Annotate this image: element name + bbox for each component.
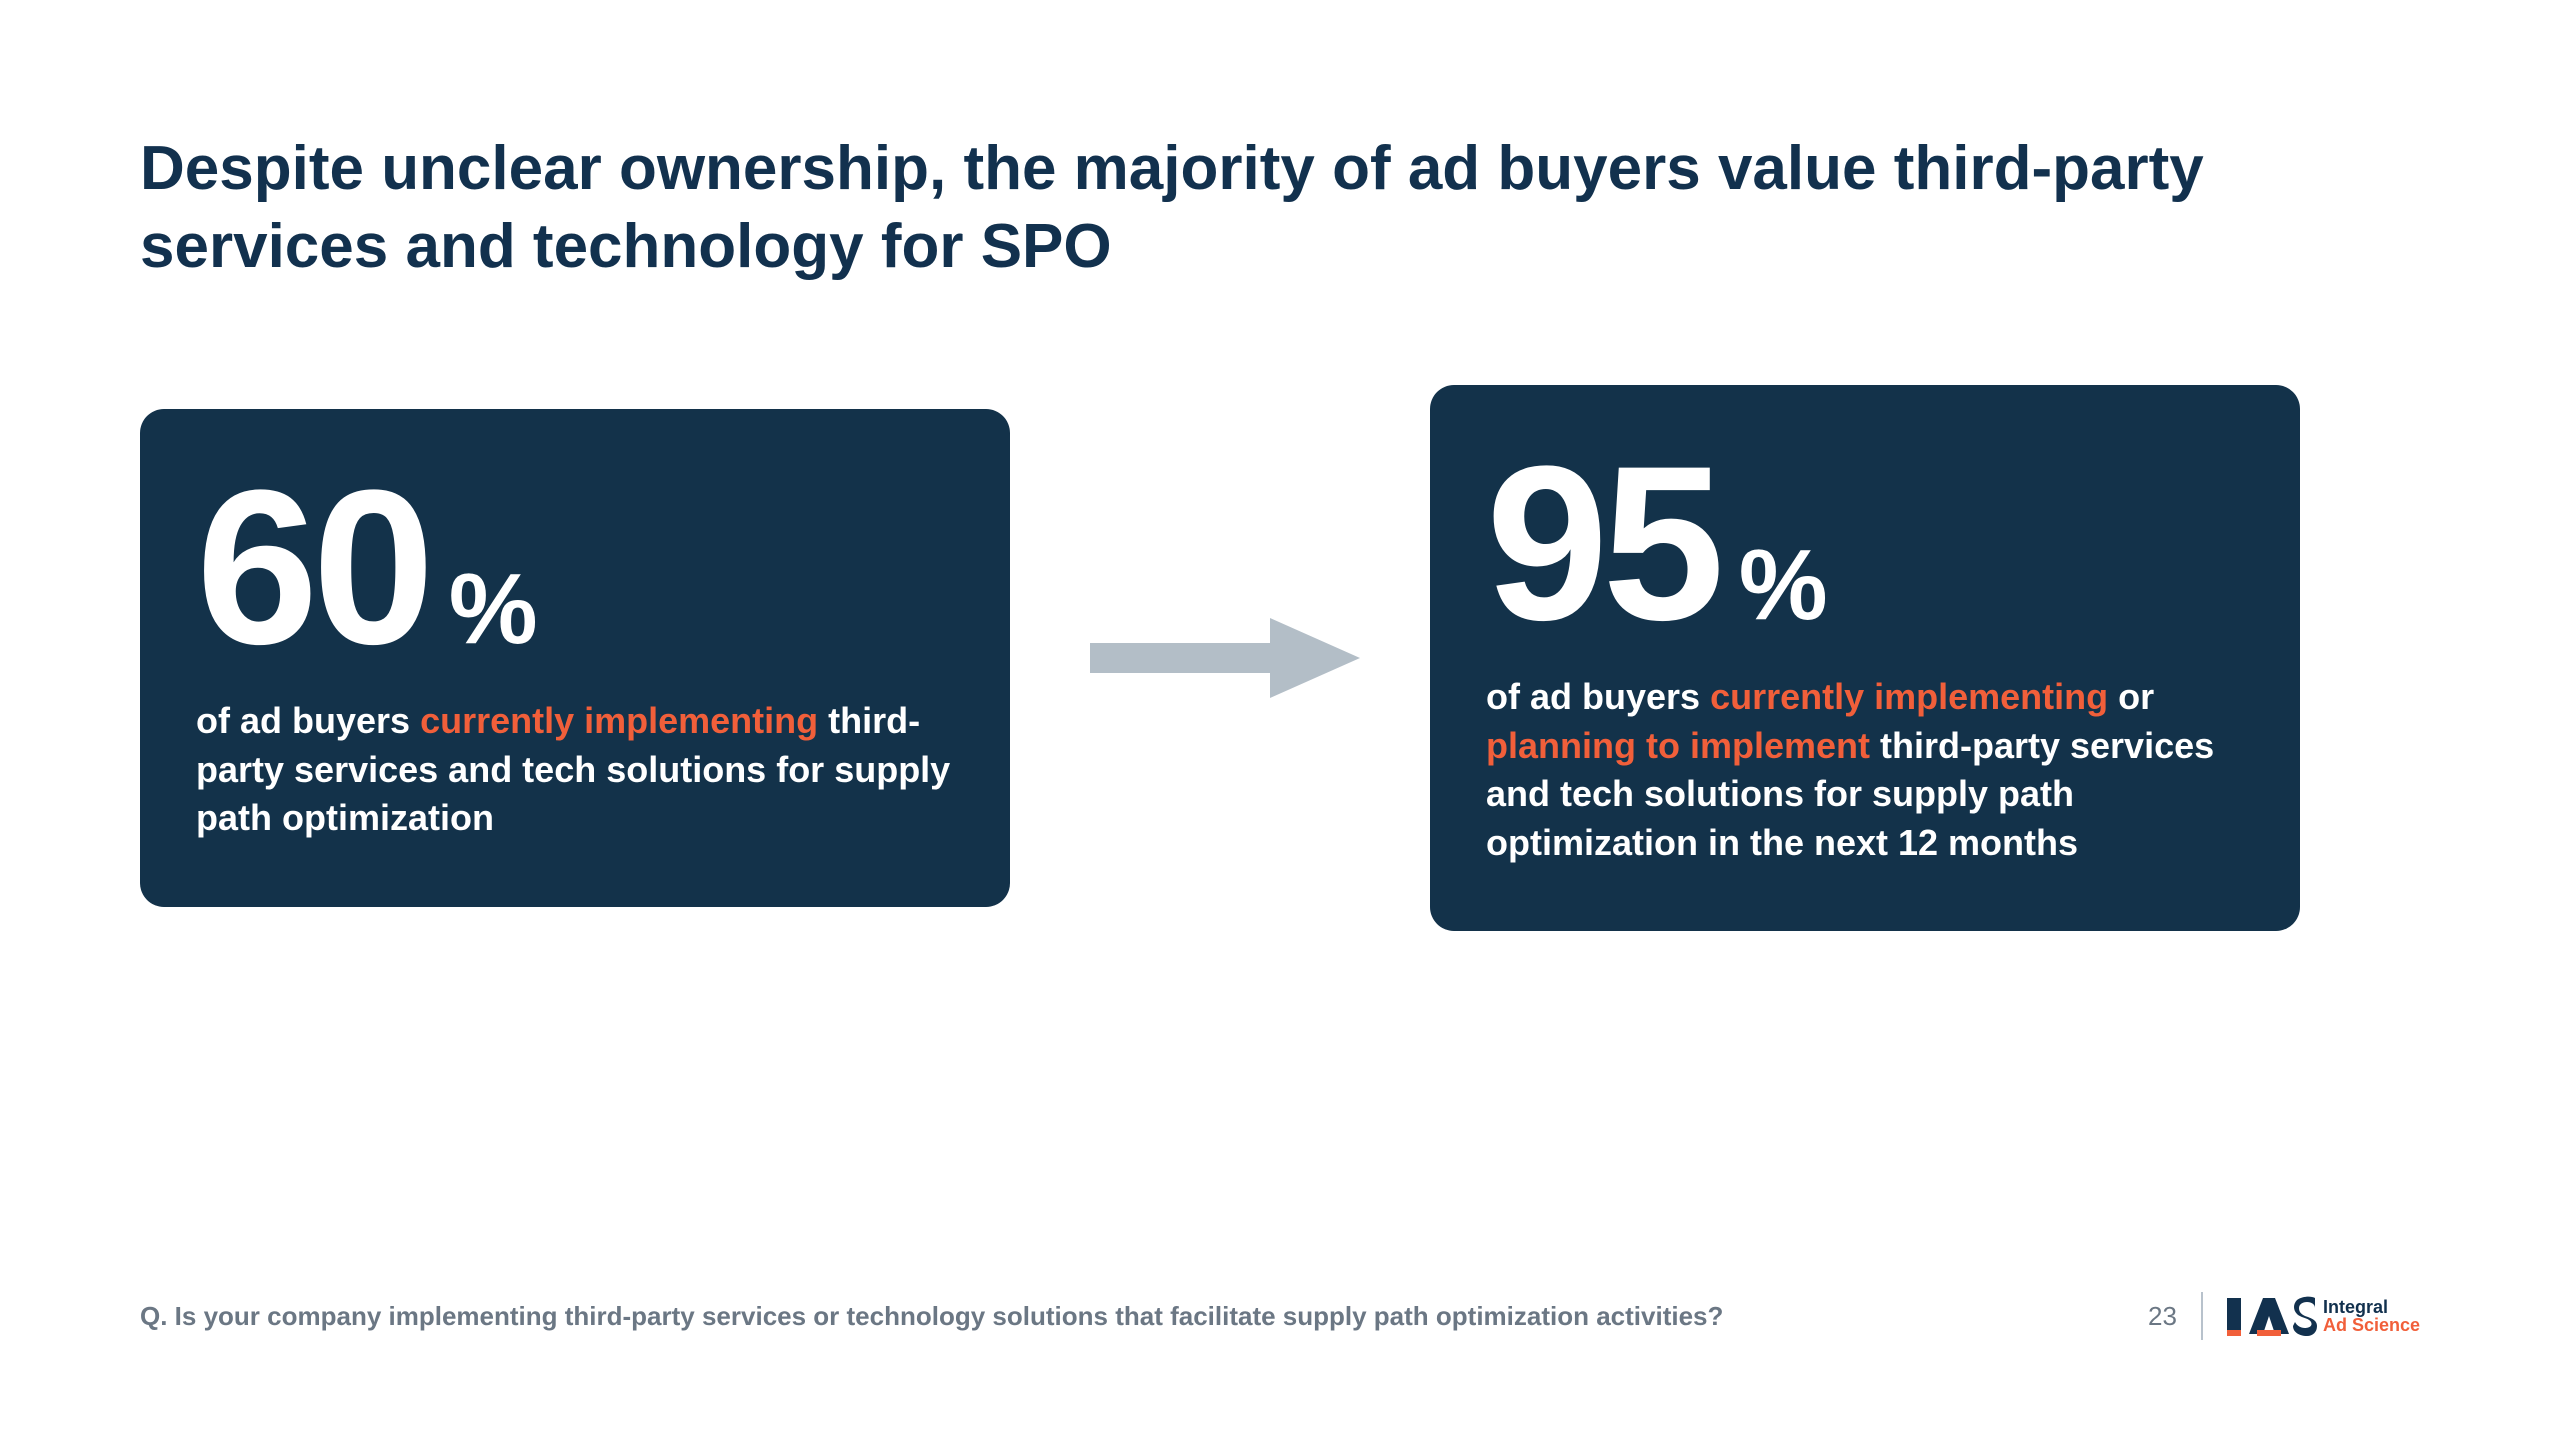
footer-question: Q. Is your company implementing third-pa… — [140, 1301, 1723, 1332]
arrow-icon — [1070, 608, 1370, 708]
ias-logo-icon — [2227, 1292, 2317, 1340]
highlight-text: currently implementing — [1710, 676, 2108, 717]
desc-text: of ad buyers — [196, 700, 420, 741]
page-number: 23 — [2148, 1301, 2177, 1332]
ias-logo: Integral Ad Science — [2227, 1292, 2420, 1340]
card-left-description: of ad buyers currently implementing thir… — [196, 697, 954, 843]
page-title: Despite unclear ownership, the majority … — [140, 130, 2240, 285]
card-right-description: of ad buyers currently implementing or p… — [1486, 673, 2244, 867]
desc-text: or — [2108, 676, 2154, 717]
highlight-text: planning to implement — [1486, 725, 1870, 766]
stat-number-left: 60 — [196, 457, 429, 677]
highlight-text: currently implementing — [420, 700, 818, 741]
percent-symbol-left: % — [449, 552, 538, 667]
cards-row: 60 % of ad buyers currently implementing… — [140, 385, 2420, 931]
logo-text: Integral Ad Science — [2323, 1298, 2420, 1334]
slide: Despite unclear ownership, the majority … — [0, 0, 2560, 1440]
desc-text: of ad buyers — [1486, 676, 1710, 717]
logo-line2: Ad Science — [2323, 1316, 2420, 1334]
stat-card-right: 95 % of ad buyers currently implementing… — [1430, 385, 2300, 931]
logo-line1: Integral — [2323, 1298, 2420, 1316]
slide-footer: Q. Is your company implementing third-pa… — [140, 1292, 2420, 1340]
stat-line: 95 % — [1486, 433, 2244, 653]
stat-line: 60 % — [196, 457, 954, 677]
stat-card-left: 60 % of ad buyers currently implementing… — [140, 409, 1010, 907]
footer-divider — [2201, 1292, 2203, 1340]
footer-right: 23 Integral Ad Science — [2148, 1292, 2420, 1340]
percent-symbol-right: % — [1739, 528, 1828, 643]
stat-number-right: 95 — [1486, 433, 1719, 653]
